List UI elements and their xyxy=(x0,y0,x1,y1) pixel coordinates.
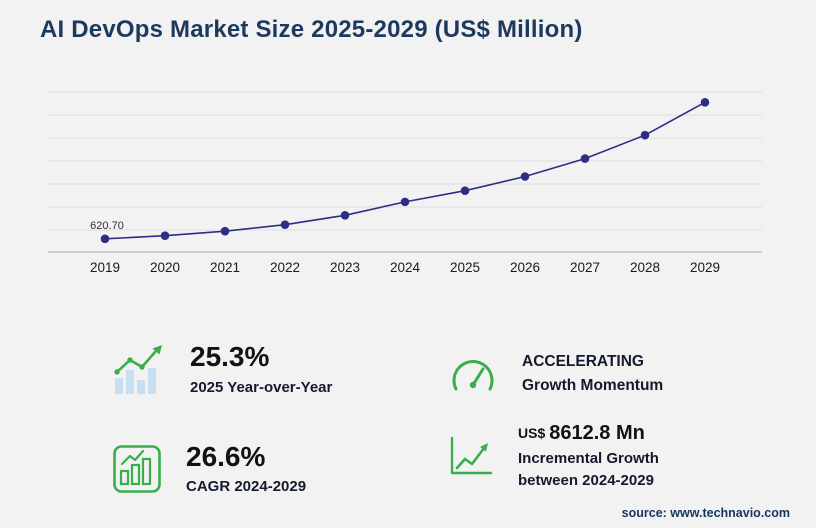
yoy-growth-label: 2025 Year-over-Year xyxy=(190,378,333,396)
cagr-label: CAGR 2024-2029 xyxy=(186,478,307,496)
x-tick-label: 2019 xyxy=(90,260,120,275)
line-chart-arrow-icon xyxy=(450,436,493,475)
stat-growth-momentum: ACCELERATING Growth Momentum xyxy=(448,350,663,398)
stat-cagr: 26.6% CAGR 2024-2029 xyxy=(112,442,306,495)
x-tick-label: 2027 xyxy=(570,260,600,275)
momentum-line1: ACCELERATING xyxy=(522,353,644,370)
data-point-2025 xyxy=(460,186,470,195)
x-tick-label: 2028 xyxy=(630,260,660,275)
cagr-value: 26.6% xyxy=(186,441,266,472)
trend-line xyxy=(104,101,706,240)
data-point-2023 xyxy=(340,211,350,220)
x-tick-label: 2025 xyxy=(450,260,480,275)
x-tick-label: 2022 xyxy=(270,260,300,275)
first-point-value-label: 620.70 xyxy=(90,220,124,232)
data-point-2026 xyxy=(520,172,530,181)
data-point-2020 xyxy=(160,231,170,240)
data-point-2019 xyxy=(100,234,110,244)
momentum-line2: Growth Momentum xyxy=(522,377,664,394)
yoy-growth-value: 25.3% xyxy=(190,341,270,373)
data-point-2022 xyxy=(280,220,290,229)
x-tick-label: 2026 xyxy=(510,260,540,275)
bar-chart-outline-icon xyxy=(113,444,161,493)
incremental-growth-label2: between 2024-2029 xyxy=(518,472,654,489)
stat-incremental-growth: US$ 8612.8 Mn Incremental Growth between … xyxy=(448,422,659,490)
stat-yoy-growth: 25.3% 2025 Year-over-Year xyxy=(112,342,332,396)
bar-chart-growth-icon xyxy=(114,345,162,394)
data-point-2024 xyxy=(400,197,410,207)
data-point-2027 xyxy=(580,154,590,163)
data-point-2028 xyxy=(640,130,650,140)
market-size-chart: 2019 2020 2021 2022 2023 2024 2025 2026 2027 2028… xyxy=(38,80,778,280)
speedometer-icon xyxy=(452,360,494,391)
line-chart-svg: 2019 2020 2021 2022 2023 2024 2025 2026 2027 2028… xyxy=(48,91,762,275)
incremental-growth-value-line: US$ 8612.8 Mn xyxy=(518,422,659,444)
data-point-2021 xyxy=(220,226,230,236)
data-point-2029 xyxy=(700,98,710,107)
source-credit: source: www.technavio.com xyxy=(621,506,790,520)
x-tick-label: 2020 xyxy=(150,260,180,275)
x-tick-label: 2023 xyxy=(330,260,360,275)
page-title: AI DevOps Market Size 2025-2029 (US$ Mil… xyxy=(40,16,583,43)
incremental-growth-value: 8612.8 Mn xyxy=(549,422,645,444)
x-tick-label: 2021 xyxy=(210,260,240,275)
x-tick-label: 2024 xyxy=(390,260,421,275)
x-tick-label: 2029 xyxy=(690,260,720,275)
currency-prefix: US$ xyxy=(518,424,546,441)
incremental-growth-label1: Incremental Growth xyxy=(518,450,659,467)
